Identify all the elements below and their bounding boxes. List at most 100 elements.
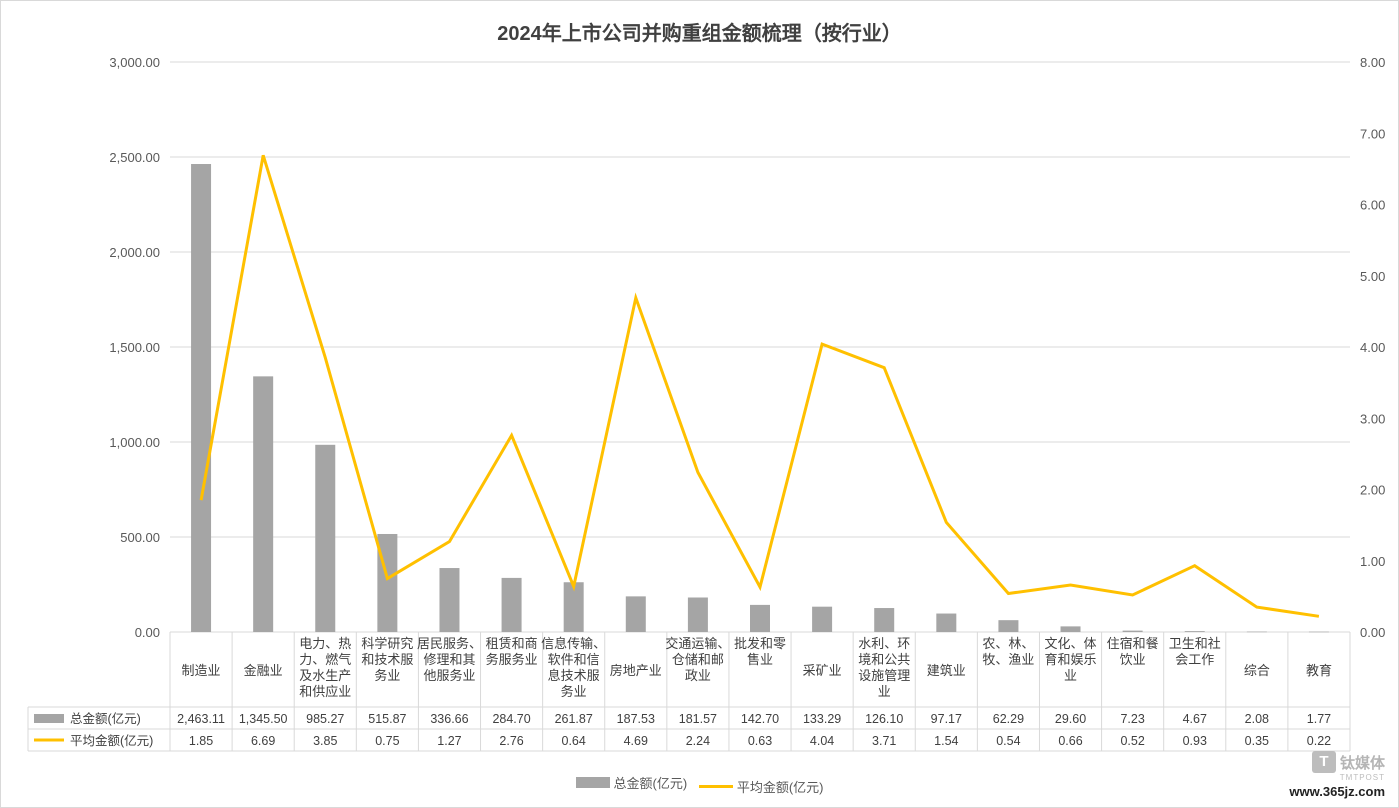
category-label-line: 文化、体 <box>1045 636 1097 651</box>
category-label-line: 交通运输、 <box>665 636 730 651</box>
left-tick-label: 0.00 <box>135 625 160 640</box>
category-label: 教育 <box>1306 663 1332 678</box>
category-label: 信息传输、软件和信息技术服务业 <box>541 636 606 699</box>
table-key-bar <box>34 714 64 723</box>
table-cell-average: 0.64 <box>562 734 586 748</box>
category-label-line: 农、林、 <box>982 636 1034 651</box>
table-cell-average: 0.52 <box>1120 734 1144 748</box>
category-label-line: 采矿业 <box>803 663 842 678</box>
table-cell-total: 187.53 <box>617 712 655 726</box>
category-label-line: 政业 <box>685 668 711 683</box>
category-label-line: 饮业 <box>1120 652 1146 667</box>
category-label-line: 育和娱乐 <box>1045 652 1097 667</box>
left-tick-label: 1,000.00 <box>109 435 160 450</box>
table-cell-average: 1.27 <box>437 734 461 748</box>
left-tick-label: 2,000.00 <box>109 245 160 260</box>
category-label-line: 务业 <box>561 684 587 699</box>
category-label-line: 软件和信 <box>548 652 600 667</box>
right-tick-label: 1.00 <box>1360 554 1385 569</box>
category-label-line: 卫生和社 <box>1169 636 1221 651</box>
category-label-line: 息技术服 <box>548 668 600 683</box>
table-row-header-total: 总金额(亿元) <box>70 711 141 726</box>
category-label-line: 房地产业 <box>610 663 662 678</box>
table-cell-total: 29.60 <box>1055 712 1086 726</box>
line-series <box>199 154 1320 618</box>
category-label-line: 水利、环 <box>858 636 910 651</box>
category-label-line: 金融业 <box>244 663 283 678</box>
category-label-line: 修理和其 <box>423 652 475 667</box>
category-label: 农、林、牧、渔业 <box>982 636 1034 667</box>
bar-series <box>191 164 1329 633</box>
category-label: 建筑业 <box>927 663 966 678</box>
table-cell-average: 0.22 <box>1307 734 1331 748</box>
bar <box>936 613 957 632</box>
table-cell-total: 4.67 <box>1183 712 1207 726</box>
legend-item-average: 平均金额(亿元) <box>698 777 824 796</box>
legend-label-average: 平均金额(亿元) <box>736 780 824 795</box>
category-label: 批发和零售业 <box>734 636 786 667</box>
chart-title: 2024年上市公司并购重组金额梳理（按行业） <box>497 23 902 45</box>
table-cell-average: 3.71 <box>872 734 896 748</box>
category-label-line: 业 <box>1064 668 1077 683</box>
watermark-brand: 钛媒体 <box>1339 754 1385 772</box>
table-cell-average: 3.85 <box>313 734 337 748</box>
tmtpost-logo-icon: T <box>1311 751 1336 773</box>
watermark-url: www.365jz.com <box>1289 784 1385 799</box>
category-label-line: 牧、渔业 <box>982 652 1034 667</box>
category-label-line: 境和公共 <box>858 652 910 667</box>
watermark: T 钛媒体 TMTPOST www.365jz.com <box>1289 751 1385 799</box>
category-label-line: 住宿和餐 <box>1107 636 1159 651</box>
bar <box>998 620 1019 632</box>
bar <box>1308 631 1329 633</box>
right-tick-label: 0.00 <box>1360 625 1385 640</box>
left-tick-label: 2,500.00 <box>109 150 160 165</box>
table-cell-total: 1.77 <box>1307 712 1331 726</box>
right-axis: 0.00 1.00 2.00 3.00 4.00 5.00 6.00 7.00 8.00 <box>1360 55 1385 640</box>
left-tick-label: 500.00 <box>120 530 160 545</box>
category-label-line: 制造业 <box>182 663 221 678</box>
bar <box>191 164 212 632</box>
table-cell-average: 1.85 <box>189 734 213 748</box>
bar <box>750 604 770 632</box>
category-label-line: 居民服务、 <box>417 636 482 651</box>
category-label-line: 信息传输、 <box>541 636 606 651</box>
category-label-line: 业 <box>878 684 891 699</box>
category-label: 电力、热力、燃气及水生产和供应业 <box>299 636 351 699</box>
bar <box>315 444 336 632</box>
right-tick-label: 2.00 <box>1360 483 1385 498</box>
table-cell-total: 2.08 <box>1245 712 1269 726</box>
bar <box>812 606 833 632</box>
category-label-line: 会工作 <box>1175 652 1214 667</box>
legend-label-total: 总金额(亿元) <box>613 776 688 791</box>
bar <box>625 596 646 632</box>
category-label-line: 务服务业 <box>486 652 538 667</box>
right-tick-label: 6.00 <box>1360 198 1385 213</box>
bar <box>874 608 895 632</box>
bar <box>439 568 460 632</box>
category-label: 卫生和社会工作 <box>1169 636 1221 667</box>
category-label-line: 他服务业 <box>423 668 475 683</box>
bar <box>687 597 708 632</box>
right-tick-label: 8.00 <box>1360 55 1385 70</box>
legend-item-total: 总金额(亿元) <box>575 773 688 792</box>
table-cell-total: 2,463.11 <box>177 712 225 726</box>
table-cell-average: 1.54 <box>934 734 958 748</box>
gridlines <box>170 61 1350 633</box>
table-cell-total: 97.17 <box>931 712 962 726</box>
table-cell-average: 6.69 <box>251 734 275 748</box>
category-label-line: 租赁和商 <box>486 636 538 651</box>
category-label: 科学研究和技术服务业 <box>361 636 413 683</box>
bar <box>501 577 522 632</box>
data-table: 制造业 金融业 电力、热力、燃气及水生产和供应业科学研究和技术服务业居民服务、修理和… <box>27 632 1351 752</box>
table-cell-average: 0.54 <box>996 734 1020 748</box>
bar <box>1060 626 1081 632</box>
category-label-line: 及水生产 <box>299 668 351 683</box>
bar <box>253 376 274 632</box>
category-label-line: 教育 <box>1306 663 1332 678</box>
category-label-line: 科学研究 <box>361 636 413 651</box>
category-label-line: 和供应业 <box>299 684 351 699</box>
left-axis: 0.00 500.00 1,000.00 1,500.00 2,000.00 2,500.… <box>109 55 160 640</box>
category-label: 房地产业 <box>610 663 662 678</box>
table-cell-total: 284.70 <box>492 712 530 726</box>
category-label-line: 力、燃气 <box>299 652 351 667</box>
